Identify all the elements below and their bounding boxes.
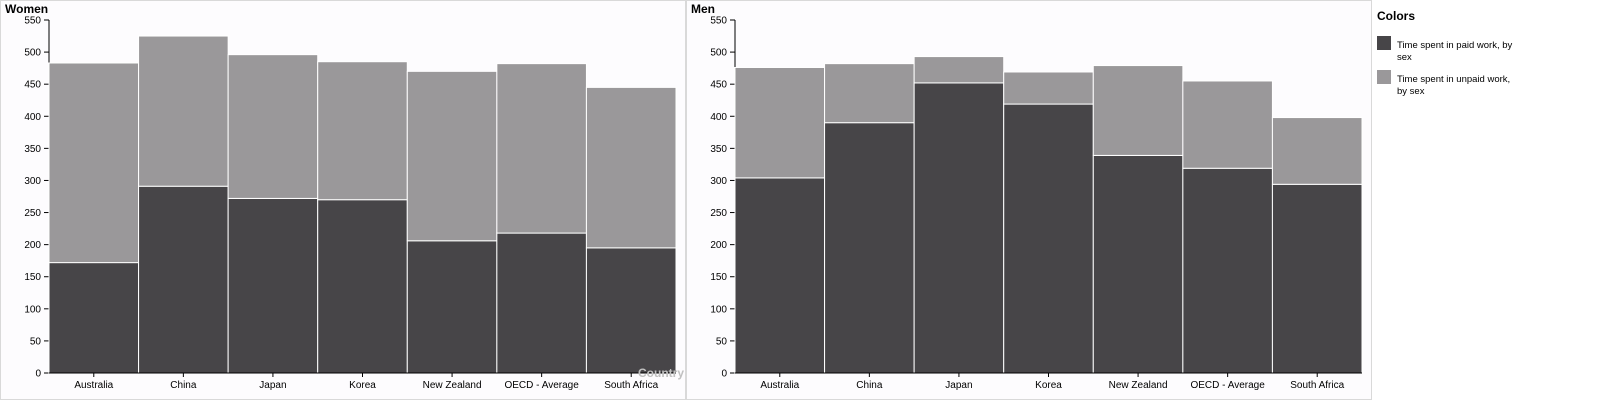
women-x-tick-label: Australia — [74, 380, 113, 391]
men-bar-unpaid — [1182, 80, 1273, 169]
women-bar-unpaid — [496, 63, 587, 234]
men-y-tick-label: 150 — [710, 272, 727, 283]
women-bar-paid — [138, 185, 229, 374]
men-bar-paid — [1182, 167, 1273, 374]
legend-swatch-paid — [1377, 36, 1391, 50]
women-y-tick-label: 200 — [24, 240, 41, 251]
men-bar-paid — [824, 122, 915, 374]
men-x-axis: Australia China Japan Korea New Zealand OECD … — [735, 372, 1362, 391]
men-bar-paid — [734, 177, 826, 374]
women-y-tick-label: 450 — [24, 80, 41, 91]
women-x-tick-label: Korea — [349, 380, 376, 391]
men-x-tick-label: Japan — [945, 380, 972, 391]
legend-label-paid-line1: Time spent in paid work, by — [1397, 40, 1513, 51]
women-bar-paid — [317, 199, 408, 374]
women-x-tick-label: Japan — [259, 380, 286, 391]
men-y-tick-label: 0 — [721, 369, 727, 380]
women-x-axis-title: Country — [638, 366, 684, 380]
women-y-tick-label: 550 — [24, 16, 41, 27]
men-x-tick-label: China — [856, 380, 883, 391]
men-bar-paid — [1271, 183, 1363, 374]
men-y-tick-label: 200 — [710, 240, 727, 251]
legend-item-paid: Time spent in paid work, by sex — [1377, 36, 1513, 63]
women-y-tick-label: 500 — [24, 48, 41, 59]
women-y-tick-label: 400 — [24, 112, 41, 123]
women-bar-paid — [585, 247, 677, 374]
women-y-tick-label: 250 — [24, 208, 41, 219]
men-y-tick-label: 500 — [710, 48, 727, 59]
men-chart-panel: Men 0 50 100 150 200 250 300 350 400 450 500 550 Au… — [686, 0, 1372, 400]
women-bar-unpaid — [585, 86, 677, 249]
women-bar-paid — [227, 197, 319, 374]
men-bar-unpaid — [1003, 71, 1094, 105]
men-bar-unpaid — [824, 63, 915, 124]
men-bar-unpaid — [1092, 65, 1184, 156]
men-panel-title: Men — [691, 2, 715, 16]
women-x-tick-label: OECD - Average — [504, 380, 579, 391]
legend-label-unpaid-line1: Time spent in unpaid work, — [1397, 74, 1510, 85]
women-x-tick-label: New Zealand — [423, 380, 482, 391]
men-bar-unpaid — [1271, 117, 1363, 185]
men-x-tick-label: New Zealand — [1109, 380, 1168, 391]
men-x-tick-label: Australia — [760, 380, 799, 391]
women-panel-title: Women — [5, 2, 48, 16]
women-y-tick-label: 0 — [35, 369, 41, 380]
women-y-tick-label: 50 — [30, 336, 42, 347]
men-bar-paid — [1003, 103, 1094, 374]
women-y-tick-label: 350 — [24, 144, 41, 155]
men-y-tick-label: 50 — [716, 336, 728, 347]
women-bar-paid — [48, 262, 140, 374]
women-bar-unpaid — [227, 54, 319, 199]
legend-title: Colors — [1377, 9, 1415, 23]
men-bar-paid — [1092, 154, 1184, 374]
legend-label-paid-line2: sex — [1397, 52, 1412, 63]
men-y-tick-label: 350 — [710, 144, 727, 155]
women-bar-paid — [496, 232, 587, 374]
men-y-tick-label: 550 — [710, 16, 727, 27]
men-bars — [734, 56, 1363, 374]
women-bar-unpaid — [317, 61, 408, 201]
men-bar-unpaid — [734, 66, 826, 179]
women-bar-unpaid — [406, 70, 498, 242]
women-y-tick-label: 150 — [24, 272, 41, 283]
women-y-tick-label: 300 — [24, 176, 41, 187]
men-x-tick-label: OECD - Average — [1190, 380, 1265, 391]
men-bar-paid — [913, 82, 1005, 374]
legend-label-unpaid-line2: by sex — [1397, 86, 1425, 97]
women-bar-unpaid — [48, 62, 140, 264]
women-x-tick-label: China — [170, 380, 197, 391]
legend-item-unpaid: Time spent in unpaid work, by sex — [1377, 70, 1510, 97]
men-y-tick-label: 300 — [710, 176, 727, 187]
women-bar-paid — [406, 240, 498, 374]
women-bars — [48, 35, 677, 374]
men-y-tick-label: 250 — [710, 208, 727, 219]
women-bar-unpaid — [138, 35, 229, 187]
men-bar-unpaid — [913, 56, 1005, 84]
legend: Colors Time spent in paid work, by sex T… — [1377, 9, 1513, 97]
women-y-tick-label: 100 — [24, 304, 41, 315]
men-y-tick-label: 450 — [710, 80, 727, 91]
women-x-tick-label: South Africa — [604, 380, 658, 391]
men-x-tick-label: Korea — [1035, 380, 1062, 391]
men-y-tick-label: 400 — [710, 112, 727, 123]
men-x-tick-label: South Africa — [1290, 380, 1344, 391]
men-y-tick-label: 100 — [710, 304, 727, 315]
legend-swatch-unpaid — [1377, 70, 1391, 84]
women-x-axis: Australia China Japan Korea New Zealand OECD … — [49, 372, 676, 391]
women-chart-panel: Women 050100150200250300350400450500550 … — [0, 0, 686, 400]
